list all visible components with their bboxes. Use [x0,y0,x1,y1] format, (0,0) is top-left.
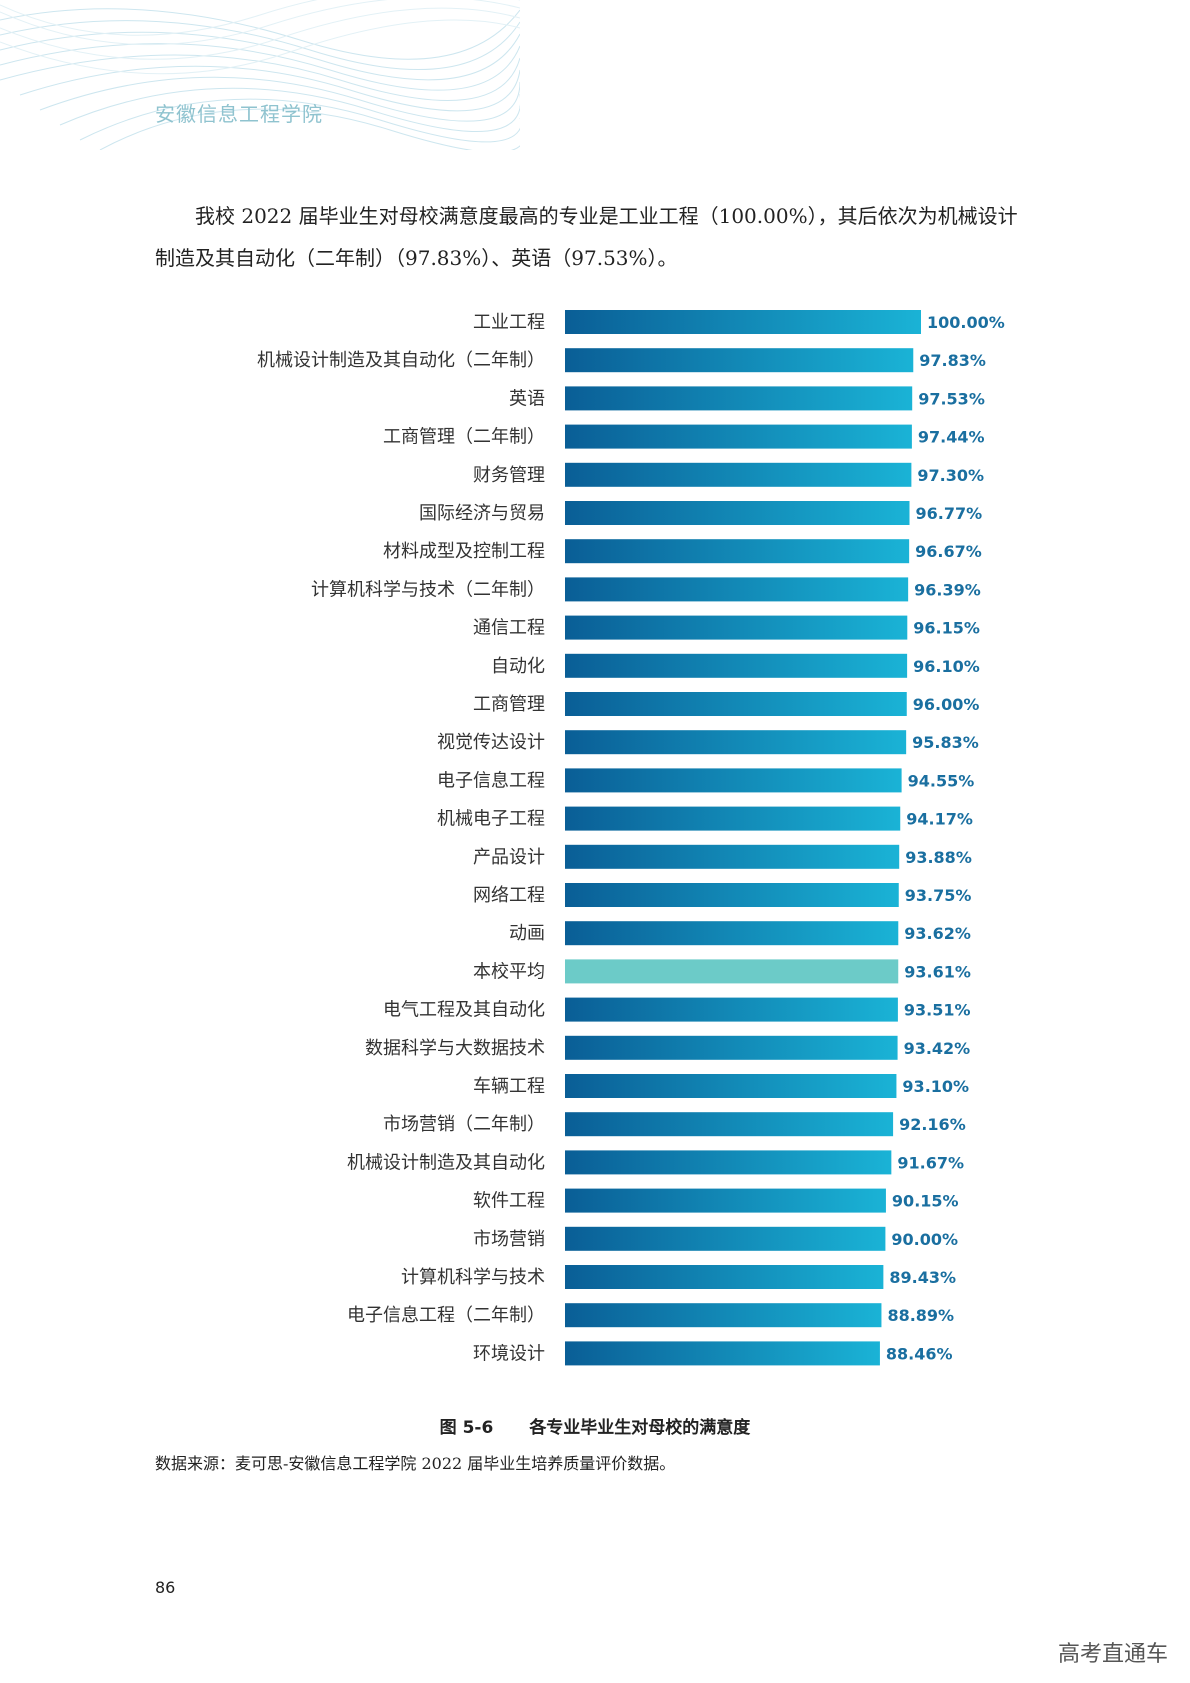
bar [565,501,910,525]
bar [565,806,901,831]
category-label: 动画 [509,923,545,944]
value-label: 97.53% [918,389,985,408]
category-label: 电气工程及其自动化 [383,1000,545,1021]
value-label: 93.88% [905,848,972,867]
category-label: 车辆工程 [473,1076,545,1097]
value-label: 97.44% [918,428,985,447]
category-label: 环境设计 [473,1343,545,1364]
bar [565,883,899,907]
bar [565,615,908,640]
value-label: 93.42% [904,1039,971,1058]
bar [565,577,909,602]
bar-group: 工业工程 100.00% 机械设计制造及其自动化（二年制） 97.83% 英语 97.53… [257,310,1005,1366]
category-label: 视觉传达设计 [437,732,545,753]
value-label: 92.16% [899,1115,966,1134]
bar [565,921,899,946]
value-label: 93.75% [905,886,972,905]
value-label: 96.10% [913,657,980,676]
bar [565,539,910,564]
bar [565,730,907,755]
category-label: 计算机科学与技术 [401,1267,545,1288]
category-label: 产品设计 [473,847,545,868]
category-label: 本校平均 [473,961,545,982]
value-label: 94.17% [906,810,973,829]
watermark-text: 高考直通车 [1057,1642,1168,1667]
value-label: 97.83% [919,351,986,370]
bar [565,1035,898,1060]
category-label: 工商管理 [473,694,545,715]
category-label: 电子信息工程 [437,770,545,791]
data-source-note: 数据来源：麦可思-安徽信息工程学院 2022 届毕业生培养质量评价数据。 [155,1454,676,1473]
bar [565,310,921,334]
value-label: 88.89% [887,1306,954,1325]
bar [565,1112,894,1137]
category-label: 材料成型及控制工程 [383,541,545,562]
value-label: 90.15% [892,1192,959,1211]
value-label: 96.67% [915,542,982,561]
figure-caption: 图 5-6 各专业毕业生对母校的满意度 [0,1413,1190,1438]
category-label: 英语 [509,388,545,409]
category-label: 通信工程 [473,618,545,639]
category-label: 自动化 [491,656,545,677]
category-label: 市场营销（二年制） [383,1114,545,1135]
figure-title: 各专业毕业生对母校的满意度 [529,1418,751,1438]
category-label: 工业工程 [473,312,545,333]
bar [565,1303,882,1328]
category-label: 国际经济与贸易 [419,503,545,524]
category-label: 软件工程 [473,1191,545,1212]
category-label: 财务管理 [473,465,545,486]
bar [565,1074,897,1098]
bar [565,1226,886,1251]
bar [565,844,900,869]
bar [565,692,907,716]
intro-paragraph: 我校 2022 届毕业生对母校满意度最高的专业是工业工程（100.00%），其后… [155,204,1018,270]
value-label: 88.46% [886,1344,953,1363]
value-label: 90.00% [891,1230,958,1249]
category-label: 机械设计制造及其自动化 [347,1152,545,1173]
value-label: 100.00% [927,313,1005,332]
category-label: 工商管理（二年制） [383,427,545,448]
value-label: 89.43% [889,1268,956,1287]
bar [565,1341,880,1366]
value-label: 97.30% [917,466,984,485]
value-label: 96.39% [914,580,981,599]
category-label: 网络工程 [473,885,545,906]
category-label: 机械设计制造及其自动化（二年制） [257,350,545,371]
figure-number: 图 5-6 [439,1418,494,1438]
bar [565,424,912,449]
header-wave-decoration [0,0,520,150]
bar [565,1150,892,1175]
value-label: 93.62% [904,924,971,943]
value-label: 95.83% [912,733,979,752]
category-label: 电子信息工程（二年制） [347,1305,545,1326]
bar [565,1188,886,1213]
category-label: 市场营销 [473,1229,545,1250]
value-label: 96.00% [913,695,980,714]
value-label: 94.55% [908,771,975,790]
category-label: 计算机科学与技术（二年制） [311,579,545,600]
average-bar [565,959,899,984]
value-label: 93.51% [904,1001,971,1020]
bar [565,348,914,373]
bar [565,768,902,793]
value-label: 96.77% [916,504,983,523]
page-number: 86 [155,1578,176,1597]
bar [565,653,908,678]
bar [565,1265,884,1289]
value-label: 93.61% [904,962,971,981]
value-label: 96.15% [913,619,980,638]
bar [565,997,898,1022]
category-label: 机械电子工程 [437,809,545,830]
bar [565,386,913,411]
bar [565,462,912,487]
value-label: 91.67% [897,1153,964,1172]
category-label: 数据科学与大数据技术 [365,1038,545,1059]
header-institution-name: 安徽信息工程学院 [155,102,323,126]
satisfaction-bar-chart: 工业工程 100.00% 机械设计制造及其自动化（二年制） 97.83% 英语 97.53… [257,310,1005,1366]
value-label: 93.10% [902,1077,969,1096]
